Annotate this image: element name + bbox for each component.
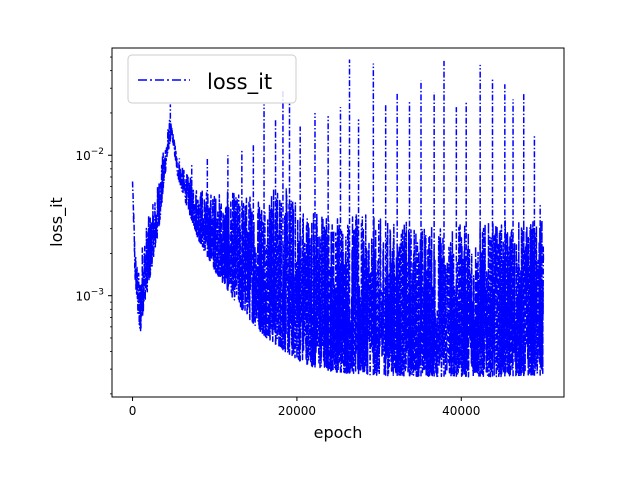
legend: loss_it [127,54,297,104]
y-tick-label: 10−2 [75,147,104,163]
x-axis-label: epoch [314,423,363,442]
plot-frame [111,47,565,398]
legend-label: loss_it [207,70,272,95]
series-line-loss_it [131,119,545,378]
x-tick-label: 20000 [278,404,316,418]
y-axis-ticks: 10−3 10−2 [75,56,112,395]
series-layer [131,59,545,378]
y-axis-label: loss_it [47,197,67,247]
x-axis-ticks: 0 20000 40000 [129,397,480,418]
y-tick-label: 10−3 [75,288,104,304]
x-tick-label: 40000 [442,404,480,418]
legend-box [127,54,297,104]
x-tick-label: 0 [129,404,137,418]
